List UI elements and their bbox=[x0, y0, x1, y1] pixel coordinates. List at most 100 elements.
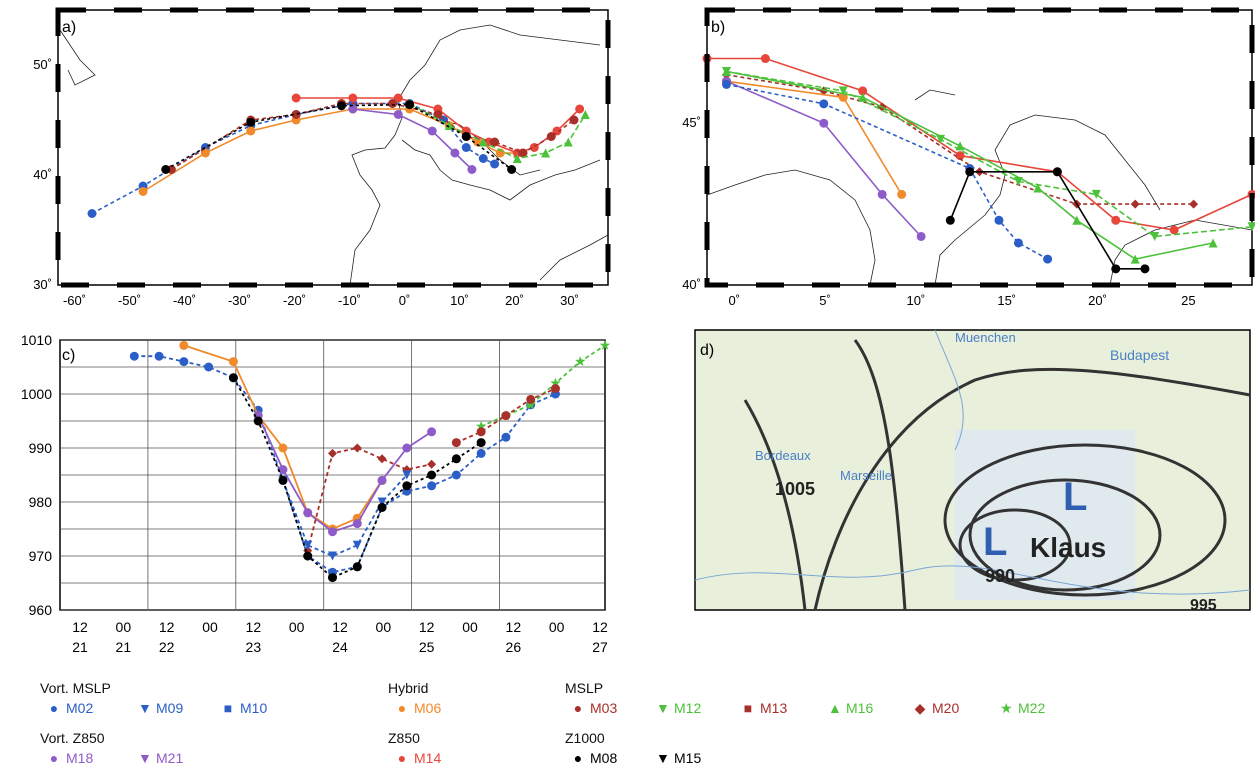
legend-item: ■ M10 bbox=[223, 700, 268, 716]
x-tick-label: -40˚ bbox=[173, 293, 196, 308]
y-tick-label: 40˚ bbox=[33, 167, 52, 182]
track-point-M06 bbox=[897, 189, 907, 199]
x-tick-label: 12 bbox=[332, 619, 348, 635]
x-tick-label: 12 bbox=[159, 619, 175, 635]
track-line-M08 bbox=[165, 103, 513, 171]
pressure-point-M02 bbox=[501, 432, 511, 442]
pressure-point-M08 bbox=[476, 438, 486, 448]
pressure-point-M02 bbox=[129, 351, 139, 361]
y-tick-label: 970 bbox=[29, 548, 53, 564]
legend-item: ■ M13 bbox=[743, 700, 788, 716]
pressure-point-M20 bbox=[352, 443, 362, 453]
panel-a-label: a) bbox=[62, 19, 76, 36]
pressure-point-M08 bbox=[278, 475, 288, 485]
x-tick-label: 00 bbox=[202, 619, 218, 635]
track-point-M16 bbox=[541, 148, 551, 158]
square-icon: ■ bbox=[743, 700, 753, 716]
track-line-M06 bbox=[142, 108, 523, 193]
pressure-point-M03 bbox=[476, 427, 486, 437]
track-point-M14 bbox=[291, 93, 301, 103]
map-frame bbox=[55, 7, 611, 288]
legend-item: ▲ M16 bbox=[828, 700, 874, 716]
track-line-M14 bbox=[707, 57, 1253, 231]
track-point-M16 bbox=[721, 66, 731, 76]
track-point-M14 bbox=[393, 93, 403, 103]
triangle-down-icon: ▼ bbox=[656, 700, 670, 716]
pressure-point-M09 bbox=[303, 540, 313, 550]
place-label: Budapest bbox=[1110, 347, 1169, 363]
legend-item: ▼ M21 bbox=[138, 750, 184, 766]
legend-item: ● M06 bbox=[397, 700, 442, 716]
pressure-line-M09 bbox=[282, 474, 408, 557]
x-date-label: 27 bbox=[592, 639, 608, 655]
x-tick-label: 5˚ bbox=[819, 293, 831, 308]
triangle-up-icon: ▲ bbox=[828, 700, 842, 716]
panel-a-track-map: a) -60˚ -50˚ -40˚ -30˚ -20˚ -10˚ 0˚ 10˚ 20˚ 30˚ 30… bbox=[33, 7, 611, 308]
pressure-point-M09 bbox=[402, 470, 412, 480]
track-point-M14 bbox=[955, 151, 965, 161]
x-tick-label: 12 bbox=[506, 619, 522, 635]
panel-c-grid bbox=[60, 339, 605, 611]
legend-item: ● M14 bbox=[397, 750, 442, 766]
legend-header: Z850 bbox=[388, 730, 420, 746]
legend-header: MSLP bbox=[565, 680, 604, 696]
pressure-point-M20 bbox=[377, 454, 387, 464]
track-point-M20 bbox=[1130, 199, 1140, 209]
pressure-point-M08 bbox=[303, 551, 313, 561]
track-point-M16 bbox=[444, 121, 454, 130]
x-date-label: 25 bbox=[419, 639, 435, 655]
track-point-M08 bbox=[461, 132, 471, 141]
pressure-point-M09 bbox=[352, 540, 362, 550]
x-date-label: 21 bbox=[72, 639, 88, 655]
legend-item: ● M02 bbox=[49, 700, 94, 716]
track-point-M02 bbox=[994, 215, 1004, 225]
pressure-point-M18 bbox=[427, 427, 437, 437]
x-date-label: 23 bbox=[246, 639, 262, 655]
panel-a-tracks bbox=[87, 93, 590, 218]
track-point-M03 bbox=[388, 99, 398, 108]
legend-item: ◆ M20 bbox=[914, 700, 960, 716]
track-point-M08 bbox=[1111, 264, 1121, 274]
pressure-point-M22 bbox=[599, 339, 611, 350]
legend-header: Z1000 bbox=[565, 730, 605, 746]
track-point-M16 bbox=[1033, 183, 1043, 193]
x-tick-label: 00 bbox=[116, 619, 132, 635]
y-tick-label: 45˚ bbox=[682, 115, 701, 130]
track-point-M03 bbox=[546, 132, 556, 141]
x-date-label: 21 bbox=[116, 639, 132, 655]
isobars bbox=[743, 339, 1251, 611]
pressure-point-M18 bbox=[303, 508, 313, 518]
panel-b-track-map: b) 0˚ 5˚ 10˚ 15˚ 20˚ 25 40˚ 45˚ bbox=[682, 7, 1255, 308]
track-point-M16 bbox=[1130, 254, 1140, 264]
track-point-M12 bbox=[838, 86, 848, 96]
x-tick-label: 12 bbox=[72, 619, 88, 635]
circle-icon: ● bbox=[573, 700, 583, 716]
track-point-M08 bbox=[507, 165, 517, 174]
track-point-M02 bbox=[478, 154, 488, 163]
track-point-M06 bbox=[473, 137, 483, 147]
pressure-point-M02 bbox=[204, 362, 214, 372]
circle-icon: ● bbox=[397, 750, 407, 766]
y-tick-label: 960 bbox=[29, 602, 53, 618]
panel-b-axis-ticks: 0˚ 5˚ 10˚ 15˚ 20˚ 25 40˚ 45˚ bbox=[682, 7, 1255, 308]
track-line-M18 bbox=[726, 80, 922, 238]
pressure-point-M02 bbox=[476, 448, 486, 458]
diamond-icon: ◆ bbox=[914, 700, 926, 716]
track-point-M14 bbox=[1169, 225, 1179, 235]
low-pressure-marker: L bbox=[1063, 475, 1087, 519]
track-point-M02 bbox=[87, 209, 97, 218]
track-line-M02 bbox=[726, 83, 1048, 260]
track-point-M02 bbox=[461, 143, 471, 152]
pressure-point-M03 bbox=[501, 411, 511, 421]
coastline-outline bbox=[706, 89, 1253, 286]
track-point-M02 bbox=[490, 159, 500, 169]
place-label: Muenchen bbox=[955, 330, 1016, 345]
pressure-point-M08 bbox=[328, 573, 337, 583]
track-point-M08 bbox=[405, 100, 415, 110]
track-point-M03 bbox=[291, 110, 301, 119]
isobar-value: 1005 bbox=[775, 479, 815, 499]
panel-c-pressure-chart: c) 960 970 980 990 1000 1010 12 21 00 21 12 22 00 12 2… bbox=[21, 332, 611, 655]
legend-header: Vort. Z850 bbox=[40, 730, 105, 746]
y-tick-label: 990 bbox=[29, 440, 53, 456]
circle-icon: ● bbox=[573, 750, 583, 766]
